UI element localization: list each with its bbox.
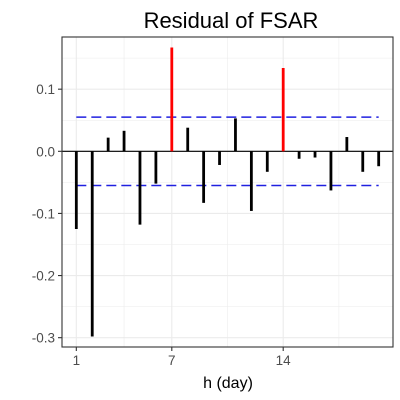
y-tick-label: 0.0 [36, 144, 55, 159]
chart-title: Residual of FSAR [144, 8, 319, 33]
y-tick-label: -0.2 [32, 269, 55, 284]
y-tick-label: -0.3 [32, 331, 55, 346]
x-axis-label: h (day) [203, 375, 253, 392]
plot-panel [61, 36, 394, 348]
y-tick-label: -0.1 [32, 206, 55, 221]
confidence-bounds [62, 116, 393, 187]
grid-lines [62, 37, 393, 347]
x-tick-label: 14 [276, 353, 292, 368]
x-tick-label: 1 [73, 353, 81, 368]
y-axis: 0.1 0.0 -0.1 -0.2 -0.3 [32, 82, 62, 346]
x-tick-label: 7 [168, 353, 176, 368]
y-tick-label: 0.1 [36, 82, 55, 97]
x-axis: 1 7 14 [73, 347, 292, 368]
bar-series [74, 47, 381, 337]
